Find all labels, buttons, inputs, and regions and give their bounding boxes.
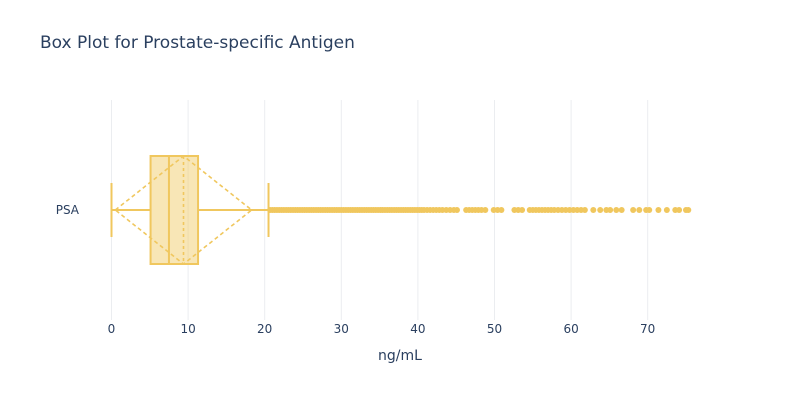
x-tick-label: 50 (487, 322, 502, 336)
x-tick-label: 40 (410, 322, 425, 336)
outlier-point (613, 207, 620, 213)
outlier-point (630, 207, 637, 213)
iqr-box (149, 155, 200, 265)
x-tick-label: 20 (257, 322, 272, 336)
outlier-point (519, 207, 526, 213)
outlier-point (646, 207, 653, 213)
outlier-point (482, 207, 489, 213)
outlier-point (607, 207, 614, 213)
mean-sd-diamond (114, 154, 253, 266)
outlier-point (663, 207, 670, 213)
outlier-point (685, 207, 692, 213)
outlier-point (655, 207, 662, 213)
x-tick-label: 10 (180, 322, 195, 336)
x-tick-label: 0 (108, 322, 116, 336)
outlier-point (590, 207, 597, 213)
x-tick-label: 70 (640, 322, 655, 336)
outlier-point (453, 207, 460, 213)
outlier-point (676, 207, 683, 213)
outlier-point (581, 207, 588, 213)
chart-title: Box Plot for Prostate-specific Antigen (40, 33, 355, 53)
x-tick-label: 30 (334, 322, 349, 336)
outlier-point (597, 207, 604, 213)
outlier-point (636, 207, 643, 213)
outlier-point (618, 207, 625, 213)
x-tick-label: 60 (563, 322, 578, 336)
x-axis-title: ng/mL (378, 348, 422, 364)
y-category-label: PSA (56, 203, 80, 217)
outlier-point (498, 207, 505, 213)
